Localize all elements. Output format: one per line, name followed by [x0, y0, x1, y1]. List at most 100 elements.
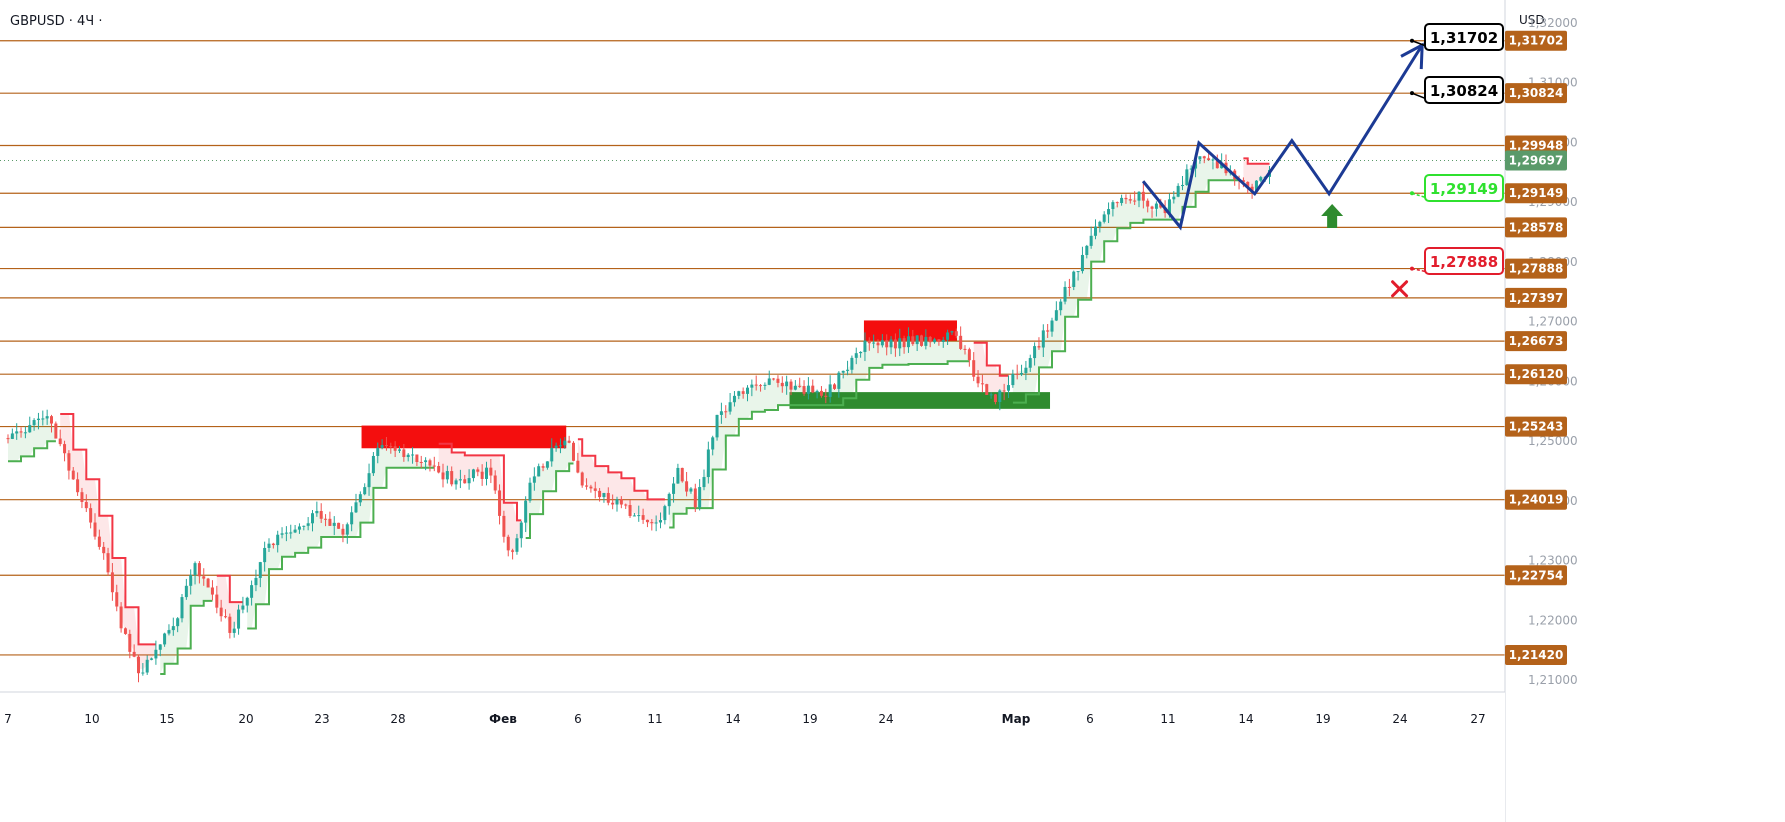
candle-body — [859, 351, 863, 354]
time-tick-label: 27 — [1470, 712, 1485, 726]
candle-body — [1202, 156, 1206, 159]
bull-candle — [184, 578, 188, 600]
bull-candle — [280, 527, 284, 539]
level-price-tag[interactable]: 1,29149 — [1505, 183, 1567, 204]
candle-body — [458, 479, 462, 481]
level-price-tag-text: 1,24019 — [1509, 493, 1564, 507]
candle-body — [780, 382, 784, 387]
bear-candle — [920, 334, 923, 347]
candle-body — [963, 348, 967, 350]
level-price-tag[interactable]: 1,27397 — [1505, 287, 1567, 308]
level-price-tag[interactable]: 1,25243 — [1505, 416, 1567, 437]
candle-body — [1185, 169, 1189, 186]
bull-candle — [1085, 244, 1089, 259]
price-tick-label: 1,21000 — [1528, 673, 1578, 687]
candle-body — [1181, 185, 1184, 187]
level-price-tag-text: 1,30824 — [1509, 86, 1564, 100]
bear-candle — [824, 388, 828, 404]
level-price-tag[interactable]: 1,28578 — [1505, 217, 1567, 238]
stop-loss-x-icon[interactable] — [1391, 280, 1409, 298]
level-price-tag[interactable]: 1,26120 — [1505, 364, 1567, 385]
bull-candle — [863, 332, 867, 361]
candle-body — [689, 488, 693, 492]
candle-body — [980, 383, 984, 385]
bear-candle — [93, 513, 97, 540]
bear-candle — [476, 467, 480, 477]
target-price-callout[interactable]: 1,31702 — [1410, 23, 1504, 51]
candle-body — [933, 339, 937, 343]
bull-candle — [189, 569, 193, 595]
demand-zone[interactable] — [789, 392, 1051, 409]
bull-candle — [1259, 175, 1263, 183]
candle-body — [1107, 209, 1111, 215]
bull-candle — [663, 504, 667, 525]
bull-candle — [180, 594, 184, 623]
level-price-tag-text: 1,27888 — [1509, 262, 1564, 276]
candle-body — [972, 360, 976, 377]
callout-box — [1424, 76, 1504, 104]
downtrend-stop-line — [60, 413, 156, 646]
candle-body — [1211, 159, 1215, 161]
level-price-tag[interactable]: 1,30824 — [1505, 83, 1567, 104]
level-price-tag[interactable]: 1,22754 — [1505, 565, 1567, 586]
candle-body — [110, 572, 114, 593]
bull-candle — [145, 655, 149, 675]
bull-candle — [371, 452, 375, 476]
bull-candle — [924, 329, 928, 350]
candle-body — [93, 522, 97, 537]
candle-body — [850, 357, 854, 370]
candle-body — [376, 447, 380, 456]
stop-price-callout[interactable]: 1,27888 — [1410, 247, 1504, 275]
candle-body — [920, 335, 923, 346]
candle-body — [1133, 200, 1137, 202]
bear-candle — [511, 548, 515, 560]
bull-candle — [737, 390, 741, 400]
candle-body — [171, 626, 175, 631]
level-price-tag[interactable]: 1,24019 — [1505, 489, 1567, 510]
candle-body — [676, 467, 680, 484]
time-tick-label: 28 — [390, 712, 405, 726]
bear-candle — [58, 429, 62, 447]
time-tick-label: 10 — [84, 712, 99, 726]
bull-candle — [846, 360, 850, 376]
candle-body — [863, 340, 867, 352]
bear-candle — [432, 456, 436, 472]
candle-body — [1189, 168, 1193, 170]
bear-candle — [833, 383, 836, 391]
buy-signal-arrow-icon[interactable] — [1321, 204, 1344, 229]
level-price-tag[interactable]: 1,26673 — [1505, 331, 1567, 352]
bull-candle — [1137, 191, 1141, 208]
support-price-callout[interactable]: 1,29149 — [1410, 174, 1504, 202]
current-price-tag[interactable]: 1,29697 — [1505, 150, 1567, 171]
bull-candle — [311, 510, 314, 532]
candle-body — [358, 494, 362, 503]
candle-body — [989, 394, 993, 396]
time-tick-label: 11 — [647, 712, 662, 726]
bear-candle — [867, 337, 871, 351]
level-price-tag[interactable]: 1,31702 — [1505, 30, 1567, 51]
bear-candle — [1207, 152, 1211, 161]
callout-label: 1,31702 — [1430, 29, 1498, 47]
candle-body — [563, 440, 567, 446]
time-tick-label: 19 — [802, 712, 817, 726]
time-tick-label: 19 — [1315, 712, 1330, 726]
candle-body — [284, 532, 288, 534]
target-price-callout[interactable]: 1,30824 — [1410, 76, 1504, 104]
bull-candle — [163, 632, 167, 647]
candle-body — [280, 533, 284, 535]
candle-body — [602, 492, 606, 498]
supply-zone[interactable] — [863, 320, 957, 341]
level-price-tag-text: 1,31702 — [1509, 34, 1564, 48]
bear-candle — [115, 584, 119, 612]
level-price-tag[interactable]: 1,27888 — [1505, 258, 1567, 279]
level-price-tag[interactable]: 1,21420 — [1505, 644, 1567, 665]
bull-candle — [28, 416, 32, 433]
bear-candle — [89, 503, 93, 529]
supply-zone[interactable] — [361, 425, 567, 449]
candle-body — [824, 395, 828, 397]
candle-body — [145, 659, 149, 673]
projection-path[interactable] — [1141, 44, 1424, 231]
candle-body — [428, 460, 432, 466]
